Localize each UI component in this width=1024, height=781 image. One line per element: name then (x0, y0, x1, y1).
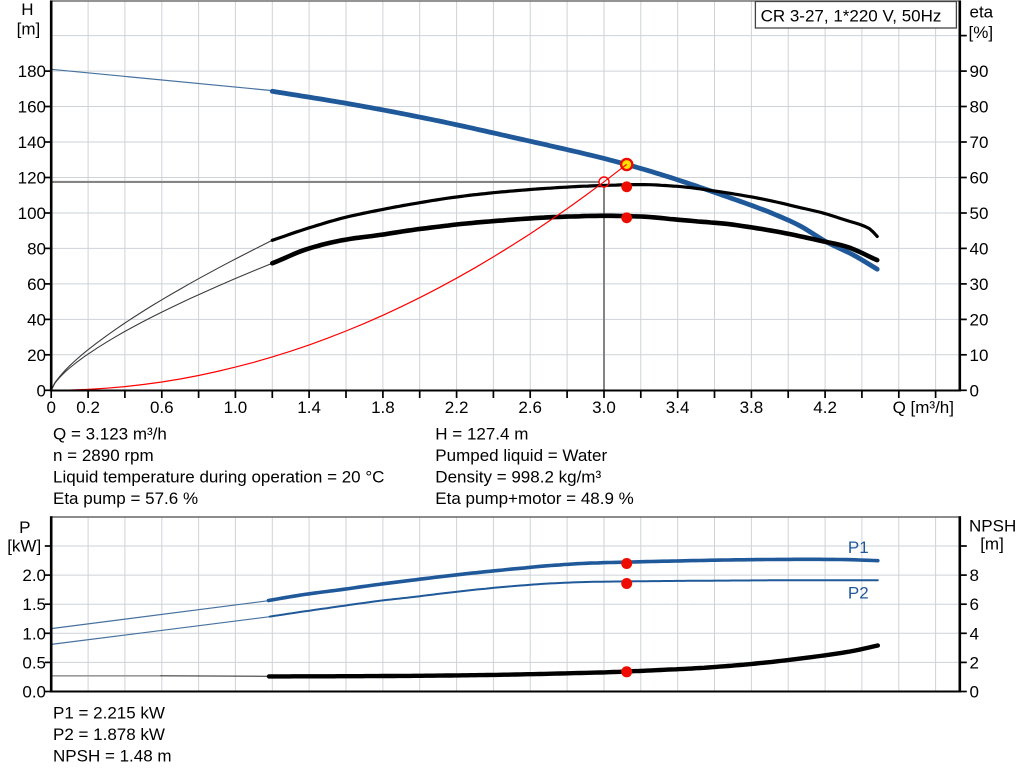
svg-text:0: 0 (46, 398, 55, 417)
svg-text:P2 = 1.878 kW: P2 = 1.878 kW (53, 725, 165, 744)
svg-text:4: 4 (970, 624, 979, 643)
svg-text:8: 8 (970, 566, 979, 585)
svg-text:H = 127.4 m: H = 127.4 m (435, 424, 528, 443)
svg-text:0: 0 (970, 683, 979, 702)
svg-text:1.4: 1.4 (297, 398, 321, 417)
svg-text:2.6: 2.6 (518, 398, 542, 417)
svg-text:P1: P1 (848, 538, 869, 557)
svg-text:[%]: [%] (969, 23, 994, 42)
svg-text:3.0: 3.0 (592, 398, 616, 417)
svg-text:NPSH = 1.48 m: NPSH = 1.48 m (53, 747, 172, 766)
svg-text:2.2: 2.2 (445, 398, 469, 417)
svg-text:[m]: [m] (980, 535, 1004, 554)
svg-text:20: 20 (970, 310, 989, 329)
svg-text:2: 2 (970, 653, 979, 672)
svg-text:Q = 3.123 m³/h: Q = 3.123 m³/h (53, 424, 167, 443)
svg-text:0.5: 0.5 (22, 653, 46, 672)
svg-text:40: 40 (27, 310, 46, 329)
svg-text:3.4: 3.4 (666, 398, 690, 417)
svg-text:CR 3-27, 1*220 V, 50Hz: CR 3-27, 1*220 V, 50Hz (761, 7, 942, 26)
svg-text:1.0: 1.0 (22, 624, 46, 643)
svg-text:NPSH: NPSH (969, 517, 1016, 536)
svg-text:4.2: 4.2 (813, 398, 837, 417)
svg-text:80: 80 (27, 240, 46, 259)
svg-text:1.8: 1.8 (371, 398, 395, 417)
svg-text:eta: eta (970, 2, 994, 21)
svg-text:40: 40 (970, 240, 989, 259)
svg-text:Q [m³/h]: Q [m³/h] (893, 398, 954, 417)
svg-text:60: 60 (970, 169, 989, 188)
svg-text:6: 6 (970, 595, 979, 614)
svg-text:0.0: 0.0 (22, 683, 46, 702)
svg-text:60: 60 (27, 275, 46, 294)
svg-text:[m]: [m] (17, 20, 41, 39)
svg-text:120: 120 (18, 169, 46, 188)
svg-text:1.0: 1.0 (224, 398, 248, 417)
svg-text:180: 180 (18, 62, 46, 81)
svg-text:Liquid temperature during oper: Liquid temperature during operation = 20… (53, 467, 384, 486)
svg-text:20: 20 (27, 346, 46, 365)
svg-text:P1 = 2.215 kW: P1 = 2.215 kW (53, 704, 165, 723)
svg-text:P2: P2 (848, 584, 869, 603)
svg-text:H: H (21, 0, 33, 19)
svg-text:Pumped liquid = Water: Pumped liquid = Water (435, 446, 607, 465)
svg-text:0.6: 0.6 (150, 398, 174, 417)
svg-text:30: 30 (970, 275, 989, 294)
svg-text:0.2: 0.2 (76, 398, 100, 417)
svg-text:[kW]: [kW] (7, 536, 41, 555)
svg-text:2.0: 2.0 (22, 566, 46, 585)
svg-text:3.8: 3.8 (740, 398, 764, 417)
svg-text:0: 0 (37, 381, 46, 400)
svg-text:160: 160 (18, 98, 46, 117)
svg-text:70: 70 (970, 133, 989, 152)
svg-text:Eta pump = 57.6 %: Eta pump = 57.6 % (53, 489, 198, 508)
svg-text:140: 140 (18, 133, 46, 152)
svg-text:90: 90 (970, 62, 989, 81)
svg-text:1.5: 1.5 (22, 595, 46, 614)
svg-text:P: P (19, 518, 30, 537)
svg-text:10: 10 (970, 346, 989, 365)
svg-text:0: 0 (970, 381, 979, 400)
svg-text:50: 50 (970, 204, 989, 223)
svg-text:Density = 998.2 kg/m³: Density = 998.2 kg/m³ (435, 467, 601, 486)
svg-text:80: 80 (970, 98, 989, 117)
svg-text:n = 2890 rpm: n = 2890 rpm (53, 446, 154, 465)
svg-text:Eta pump+motor = 48.9 %: Eta pump+motor = 48.9 % (435, 489, 633, 508)
svg-text:100: 100 (18, 204, 46, 223)
